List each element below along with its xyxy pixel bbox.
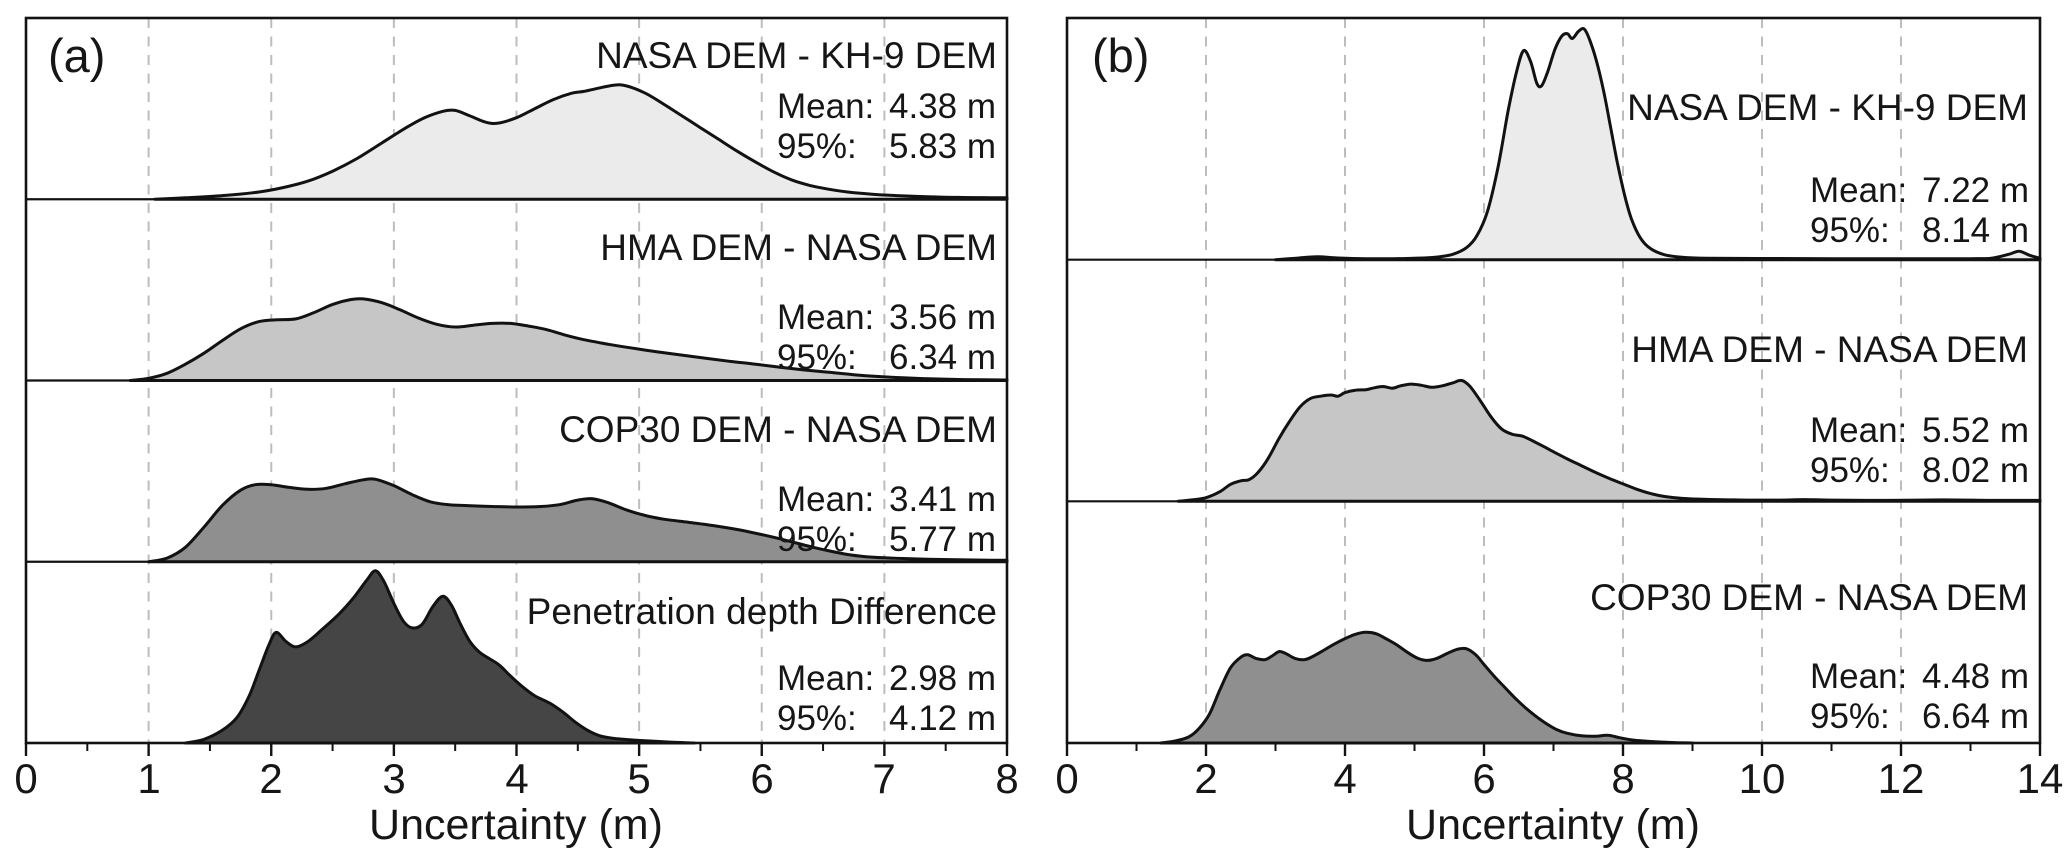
mean-label: Mean: (777, 480, 875, 519)
density-curve-a2 (128, 297, 1009, 382)
panel-b (1065, 16, 2042, 756)
x-tick-label: 0 (1055, 755, 1079, 802)
x-tick-label: 7 (872, 755, 896, 802)
mean-label: Mean: (777, 659, 875, 698)
row-label: COP30 DEM - NASA DEM (559, 409, 997, 450)
x-tick-label: 2 (259, 755, 283, 802)
x-tick-label: 10 (1738, 755, 1786, 802)
row-label: HMA DEM - NASA DEM (1631, 329, 2028, 370)
stats-p95: 95%: 8.14 m (1810, 211, 2029, 251)
x-tick-label: 8 (995, 755, 1019, 802)
p95-value: 5.77 m (889, 520, 996, 559)
x-tick-label: 2 (1194, 755, 1218, 802)
stats-mean: Mean: 4.38 m (777, 87, 996, 127)
x-tick-label: 14 (2016, 755, 2064, 802)
row-label: COP30 DEM - NASA DEM (1590, 577, 2028, 618)
x-tick-label: 1 (137, 755, 161, 802)
p95-value: 8.14 m (1922, 211, 2029, 250)
p95-value: 6.64 m (1922, 697, 2029, 736)
stats-p95: 95%: 6.34 m (777, 338, 996, 378)
density-curve-b2 (1176, 378, 2042, 503)
stats-mean: Mean: 3.41 m (777, 480, 996, 520)
mean-label: Mean: (777, 87, 875, 126)
x-tick-label: 8 (1611, 755, 1635, 802)
p95-label: 95%: (777, 127, 857, 166)
mean-value: 3.41 m (889, 480, 996, 519)
x-tick-label: 12 (1877, 755, 1925, 802)
x-tick-label: 4 (505, 755, 529, 802)
mean-value: 3.56 m (889, 298, 996, 337)
panel-a (24, 16, 1009, 756)
row-label: NASA DEM - KH-9 DEM (1627, 87, 2028, 128)
density-curve-a1 (153, 83, 1009, 201)
x-tick-label: 6 (750, 755, 774, 802)
stats-p95: 95%: 5.77 m (777, 520, 996, 560)
stats-p95: 95%: 4.12 m (777, 699, 996, 739)
stats-mean: Mean: 7.22 m (1810, 171, 2029, 211)
mean-label: Mean: (1810, 171, 1908, 210)
mean-value: 4.38 m (889, 87, 996, 126)
density-curve-a3 (147, 477, 1009, 564)
p95-value: 4.12 m (889, 699, 996, 738)
x-axis-title-b: Uncertainty (m) (1406, 801, 1700, 849)
p95-label: 95%: (777, 338, 857, 377)
mean-value: 2.98 m (889, 659, 996, 698)
x-tick-label: 3 (382, 755, 406, 802)
p95-label: 95%: (777, 520, 857, 559)
p95-label: 95%: (1810, 211, 1890, 250)
stats-p95: 95%: 6.64 m (1810, 697, 2029, 737)
p95-label: 95%: (1810, 697, 1890, 736)
stats-p95: 95%: 5.83 m (777, 127, 996, 167)
p95-label: 95%: (777, 699, 857, 738)
p95-label: 95%: (1810, 451, 1890, 490)
p95-value: 5.83 m (889, 127, 996, 166)
mean-value: 7.22 m (1922, 171, 2029, 210)
panel-a-letter: (a) (48, 29, 106, 82)
x-tick-label: 0 (14, 755, 38, 802)
stats-mean: Mean: 2.98 m (777, 659, 996, 699)
density-curve-b3 (1159, 630, 1694, 745)
stats-mean: Mean: 4.48 m (1810, 657, 2029, 697)
panel-b-letter: (b) (1092, 29, 1150, 82)
x-tick-label: 4 (1333, 755, 1357, 802)
mean-label: Mean: (1810, 411, 1908, 450)
p95-value: 6.34 m (889, 338, 996, 377)
mean-label: Mean: (1810, 657, 1908, 696)
p95-value: 8.02 m (1922, 451, 2029, 490)
stats-p95: 95%: 8.02 m (1810, 451, 2029, 491)
density-curve-a4 (183, 569, 696, 745)
row-label: HMA DEM - NASA DEM (600, 227, 997, 268)
x-tick-label: 5 (627, 755, 651, 802)
row-label: Penetration depth Difference (526, 591, 997, 632)
stats-mean: Mean: 5.52 m (1810, 411, 2029, 451)
mean-value: 4.48 m (1922, 657, 2029, 696)
stats-mean: Mean: 3.56 m (777, 298, 996, 338)
x-axis-title-a: Uncertainty (m) (369, 801, 663, 849)
row-label: NASA DEM - KH-9 DEM (596, 35, 997, 76)
x-tick-label: 6 (1472, 755, 1496, 802)
mean-value: 5.52 m (1922, 411, 2029, 450)
mean-label: Mean: (777, 298, 875, 337)
